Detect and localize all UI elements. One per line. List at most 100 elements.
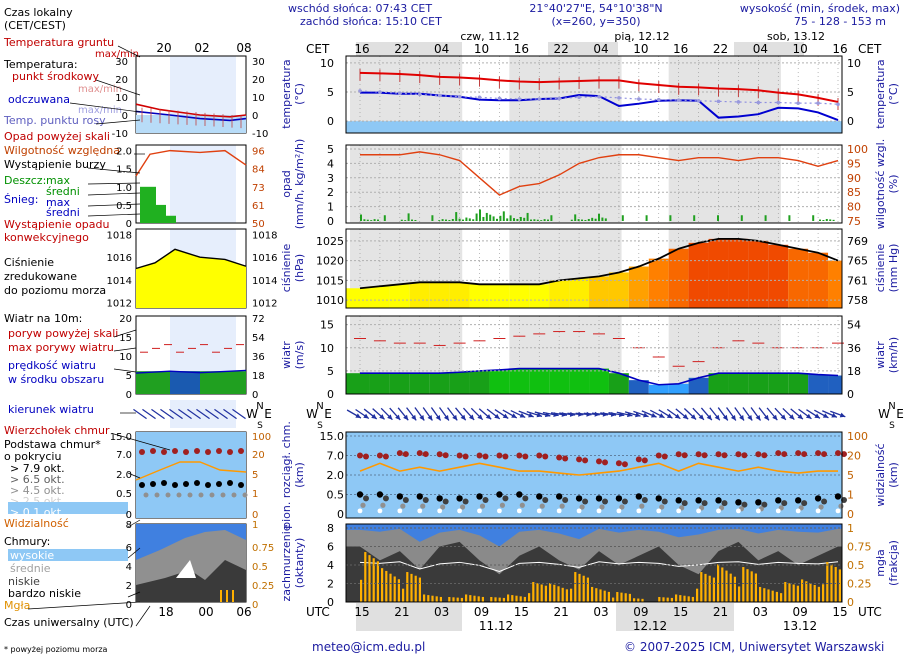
pressure-area-column: [489, 284, 510, 308]
wind-direction-arrow: [470, 407, 484, 421]
dew-point-marker: [617, 96, 621, 100]
arrow-head: [682, 413, 689, 420]
compass-s: S: [889, 421, 895, 431]
cloud-base-marker: [641, 496, 648, 503]
rain-bar: [455, 212, 458, 221]
rain-bar: [536, 219, 539, 221]
arrow-head: [411, 414, 417, 421]
day-label-bottom: 12.12: [633, 619, 667, 633]
legend-day-band: [170, 145, 236, 223]
wind-direction-arrow: [510, 410, 526, 418]
wind-speed-column: [648, 384, 669, 394]
legend-tick: 10: [115, 93, 128, 104]
rain-bar: [414, 219, 417, 221]
y-tick-label: 7.0: [327, 450, 345, 463]
cloud-top-marker: [582, 457, 589, 464]
cloud-base-marker: [815, 508, 821, 514]
cloud-top-marker: [502, 453, 509, 460]
legend-tick: 0: [252, 111, 258, 122]
legend-tick: 2.0: [116, 470, 132, 481]
axis-title: pion. rozciągł. chm.: [280, 421, 293, 529]
rain-bar: [581, 219, 583, 221]
legend-wind-arrow: [187, 408, 201, 420]
cloud-base-marker: [357, 508, 363, 514]
legend-tick: 5: [126, 371, 132, 382]
cloud-base-marker: [695, 497, 702, 504]
rain-bar: [360, 214, 362, 221]
wind-speed-column: [569, 368, 590, 394]
fog-bar: [763, 588, 766, 602]
rain-bar: [370, 220, 373, 221]
fog-bar: [641, 598, 644, 602]
legend-tick: 10: [119, 352, 132, 363]
cloud-base-marker: [741, 501, 748, 508]
pressure-area-column: [728, 238, 749, 308]
legend-rain-max: max: [46, 174, 70, 187]
legend-tick: 0.5: [116, 201, 132, 212]
arrow-head: [363, 413, 369, 419]
cloud-top-marker: [422, 451, 429, 458]
wind-direction-arrow: [666, 408, 681, 420]
cloud-top-marker: [735, 451, 742, 458]
wind-direction-arrow: [750, 407, 762, 421]
day-label-top: sob, 13.12: [767, 30, 825, 43]
cloud-top-marker: [721, 452, 728, 459]
compass-n: N: [256, 401, 263, 412]
legend-cloud-base-marker: [242, 492, 248, 498]
legend-cloud-base-marker: [198, 492, 204, 498]
legend-tick: 15: [119, 333, 132, 344]
legend-tick: 1: [252, 489, 258, 500]
arrow-shaft: [160, 408, 174, 420]
cloud-base-marker: [821, 498, 828, 505]
legend-wind-speed2: w środku obszaru: [8, 373, 104, 386]
fog-bar: [465, 594, 468, 602]
legend-tick: 0.5: [252, 562, 268, 573]
rain-bar: [475, 213, 478, 221]
legend-wind-arrow: [178, 408, 192, 420]
cloud-base-marker: [835, 508, 841, 514]
cloud-base-marker: [417, 508, 423, 514]
y-tick-label: 5: [327, 86, 334, 99]
legend-tick: 0: [252, 390, 258, 401]
wind-direction-arrow: [814, 409, 829, 419]
fog-bar: [796, 585, 799, 602]
cloud-top-marker: [801, 451, 808, 458]
axis-title: mgła: [874, 549, 887, 577]
dew-point-marker: [676, 98, 681, 102]
y-tick-label: 10: [847, 57, 861, 70]
utc-hour-label: 21: [554, 605, 569, 619]
wind-direction-arrow: [624, 411, 641, 418]
wind-direction-arrow: [518, 410, 534, 418]
fog-bar: [540, 584, 543, 602]
legend-snow-mid: średni: [46, 206, 80, 219]
pressure-area-column: [748, 240, 769, 308]
local-hour-label: 22: [394, 42, 409, 56]
cloud-base-marker: [798, 505, 804, 511]
rain-bar: [819, 219, 821, 221]
legend-pointer-line: [69, 102, 141, 113]
legend-pointer-line: [135, 605, 151, 627]
fog-bar: [620, 592, 623, 602]
wind-speed-column: [668, 383, 689, 394]
local-hour-label: 10: [633, 42, 648, 56]
rain-bar: [594, 218, 597, 221]
fog-bar: [502, 597, 505, 602]
arrow-head: [427, 415, 433, 421]
rain-bar: [513, 218, 515, 221]
y-tick-label: 1010: [316, 294, 344, 307]
night-band: [350, 145, 463, 223]
fog-bar: [456, 597, 459, 602]
dew-point-marker: [736, 100, 741, 104]
coordinates-text: 21°40'27"E, 54°10'38"N: [529, 2, 662, 15]
rain-bar: [407, 213, 410, 221]
cloud-base-marker: [459, 504, 466, 510]
y-tick-label: 0: [847, 596, 854, 609]
legend-gust-max: max porywy wiatru: [8, 341, 114, 354]
cloud-base-marker: [556, 508, 562, 514]
legend-wind-title: Wiatr na 10m:: [4, 312, 82, 325]
rain-bar: [621, 215, 624, 221]
fog-bar: [813, 584, 816, 602]
day-strip: [356, 603, 462, 631]
legend-tick: 1: [252, 520, 258, 531]
cloud-base-marker: [834, 493, 842, 500]
